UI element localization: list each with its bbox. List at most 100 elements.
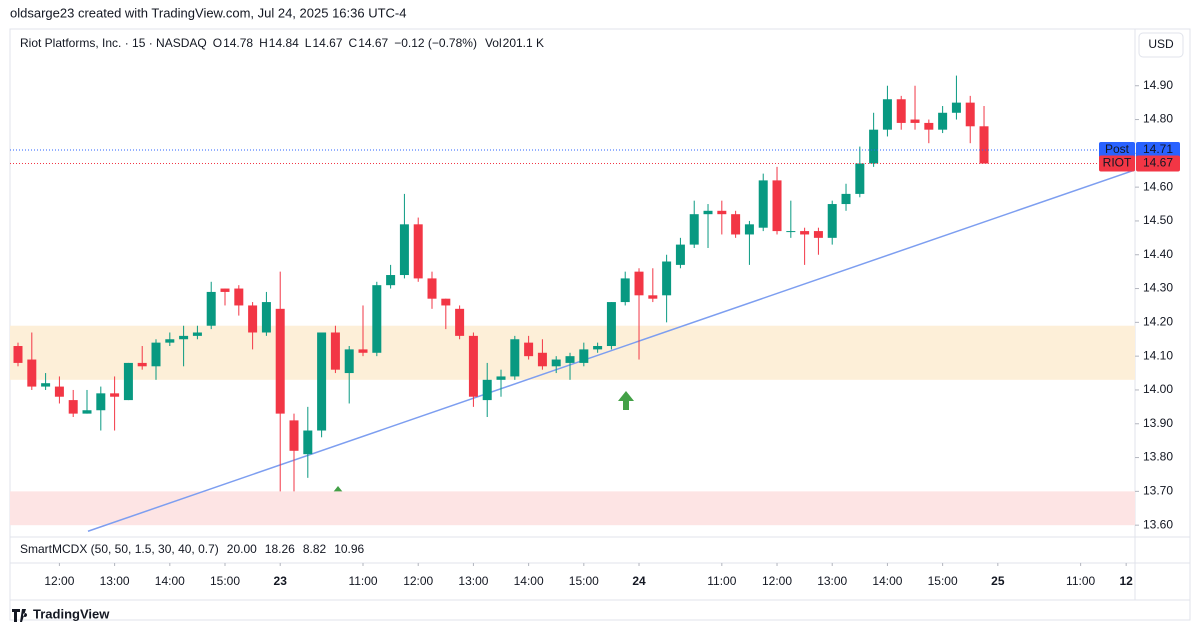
candle-body (717, 210, 727, 215)
candle-body (813, 231, 823, 238)
y-tick-label: 14.00 (1143, 382, 1173, 396)
candle-body (248, 305, 258, 333)
candle-body (689, 214, 699, 245)
candle-body (496, 376, 506, 380)
candle-body (123, 362, 133, 401)
x-tick-label: 13:00 (100, 574, 130, 588)
currency[interactable]: USD (1148, 37, 1174, 51)
indicator-value: 8.82 (303, 542, 327, 556)
price-label: 14.71 (1143, 142, 1173, 156)
candle-body (206, 291, 216, 326)
x-tick-label: 12:00 (762, 574, 792, 588)
candle-body (179, 335, 189, 340)
candle-body (27, 359, 37, 387)
candle-body (924, 122, 934, 130)
candle-body (413, 224, 423, 279)
candle-body (703, 210, 713, 215)
candle-body (317, 332, 327, 431)
candle-body (827, 204, 837, 238)
y-tick-label: 14.10 (1143, 348, 1173, 362)
candle-body (441, 298, 451, 306)
candle-body (951, 102, 961, 113)
candle-body (744, 224, 754, 235)
candle-body (648, 295, 658, 299)
brand: TradingView (33, 606, 110, 621)
candle-body (68, 400, 78, 414)
legend-item: 14.84 (269, 36, 299, 50)
candle-body (965, 102, 975, 127)
y-tick-label: 14.80 (1143, 112, 1173, 126)
price-label: 14.67 (1143, 156, 1173, 170)
candle-body (606, 302, 616, 347)
indicator-legend: SmartMCDX (50, 50, 1.5, 30, 40, 0.7) 20.0… (20, 542, 365, 556)
x-tick-label: 11:00 (348, 574, 377, 588)
indicator-value: 10.96 (334, 542, 364, 556)
y-tick-label: 13.80 (1143, 450, 1173, 464)
candle-body (330, 332, 340, 370)
y-tick-label: 14.20 (1143, 315, 1173, 329)
zone (10, 325, 1135, 380)
candle-body (482, 379, 492, 401)
x-tick-label: 24 (632, 574, 646, 588)
candle-body (399, 224, 409, 276)
candle-body (344, 349, 354, 374)
x-tick-label: 13:00 (817, 574, 847, 588)
candle-body (386, 275, 396, 286)
x-tick-label: 14:00 (155, 574, 185, 588)
y-tick-label: 14.50 (1143, 213, 1173, 227)
credit: oldsarge23 created with TradingView.com,… (10, 5, 407, 20)
candle-body (96, 393, 106, 411)
candle-body (468, 335, 478, 397)
x-tick-label: 11:00 (1066, 574, 1095, 588)
y-tick-label: 13.70 (1143, 484, 1173, 498)
y-tick-label: 14.60 (1143, 179, 1173, 193)
candle-body (455, 308, 465, 336)
price-label-name: Post (1105, 142, 1130, 156)
candle-body (289, 420, 299, 451)
currency-button[interactable] (1138, 32, 1184, 58)
candle-body (137, 362, 147, 367)
candle-body (896, 99, 906, 123)
candle-body (220, 288, 230, 292)
candle-body (41, 383, 51, 387)
frame (9, 28, 1191, 621)
legend-item: O (213, 36, 222, 50)
x-tick-label: 12:00 (44, 574, 74, 588)
price-label-name-bg (1099, 155, 1135, 172)
x-tick-label: 15:00 (928, 574, 958, 588)
legend-item: −0.12 (−0.78%) (394, 36, 477, 50)
plot-area (10, 75, 1135, 532)
candle-body (261, 302, 271, 333)
logo (12, 609, 28, 622)
candle-body (841, 193, 851, 205)
candle-body (165, 339, 175, 343)
candle-body (634, 271, 644, 296)
candle-body (275, 308, 285, 414)
candle-body (620, 278, 630, 303)
candle-body (772, 180, 782, 232)
legend-item: L (305, 36, 312, 50)
candle-body (151, 342, 161, 367)
candle-body (524, 342, 534, 357)
candle-body (938, 112, 948, 130)
candle-body (551, 359, 561, 367)
trendline (87, 169, 1135, 532)
candle-body (662, 261, 672, 296)
x-tick-label: 15:00 (569, 574, 599, 588)
candle-body (731, 214, 741, 235)
candle-body (855, 163, 865, 194)
legend-item: C (349, 36, 358, 50)
candle-body (372, 285, 382, 353)
symbol: Riot Platforms, Inc. · 15 · NASDAQ (20, 36, 207, 50)
candle-body (427, 278, 437, 299)
candle-body (593, 346, 603, 350)
candle-body (192, 332, 202, 336)
y-tick-label: 14.30 (1143, 281, 1173, 295)
candle-body (800, 231, 810, 235)
indicator-value: 20.00 (227, 542, 257, 556)
candle-body (358, 349, 368, 353)
candle-body (910, 119, 920, 123)
y-tick-label: 14.40 (1143, 247, 1173, 261)
legend-item: 14.67 (312, 36, 342, 50)
